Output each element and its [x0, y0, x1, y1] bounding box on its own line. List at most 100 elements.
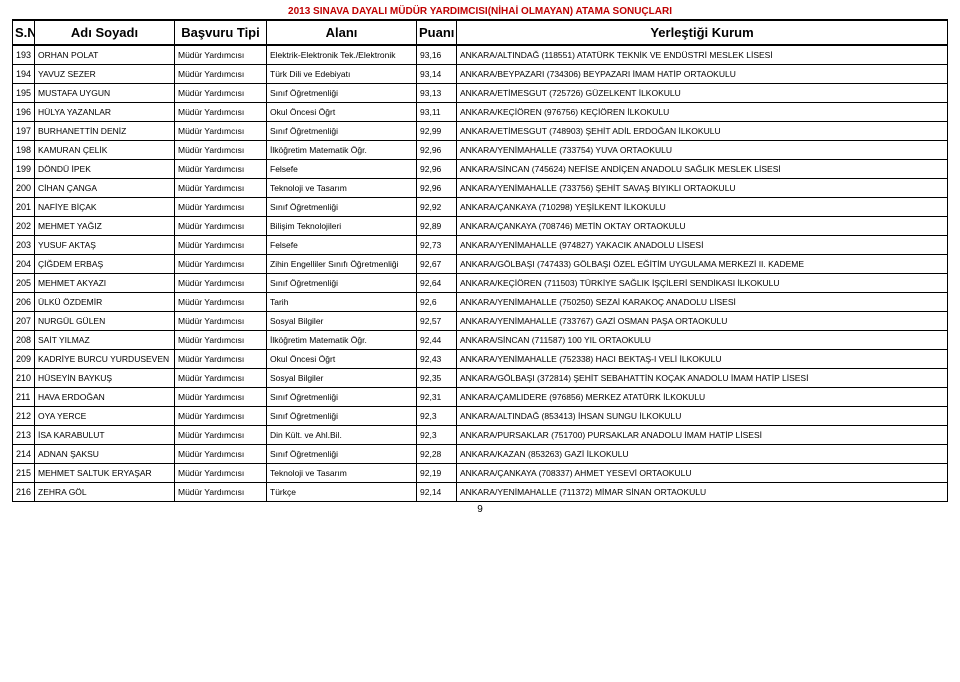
- cell-type: Müdür Yardımcısı: [175, 350, 267, 369]
- cell-place: ANKARA/GÖLBAŞI (372814) ŞEHİT SEBAHATTİN…: [457, 369, 948, 388]
- cell-type: Müdür Yardımcısı: [175, 141, 267, 160]
- cell-place: ANKARA/ETİMESGUT (748903) ŞEHİT ADİL ERD…: [457, 122, 948, 141]
- table-row: 204ÇİĞDEM ERBAŞMüdür YardımcısıZihin Eng…: [13, 255, 948, 274]
- cell-score: 92,35: [417, 369, 457, 388]
- cell-type: Müdür Yardımcısı: [175, 84, 267, 103]
- cell-name: HÜLYA YAZANLAR: [35, 103, 175, 122]
- table-row: 200CİHAN ÇANGAMüdür YardımcısıTeknoloji …: [13, 179, 948, 198]
- cell-sn: 216: [13, 483, 35, 502]
- cell-name: OYA YERCE: [35, 407, 175, 426]
- cell-sn: 193: [13, 45, 35, 65]
- cell-score: 92,89: [417, 217, 457, 236]
- cell-type: Müdür Yardımcısı: [175, 198, 267, 217]
- table-row: 216ZEHRA GÖLMüdür YardımcısıTürkçe92,14A…: [13, 483, 948, 502]
- cell-field: Felsefe: [267, 236, 417, 255]
- cell-name: YAVUZ SEZER: [35, 65, 175, 84]
- cell-score: 92,99: [417, 122, 457, 141]
- cell-score: 92,3: [417, 407, 457, 426]
- cell-score: 92,43: [417, 350, 457, 369]
- cell-score: 92,28: [417, 445, 457, 464]
- cell-place: ANKARA/ALTINDAĞ (853413) İHSAN SUNGU İLK…: [457, 407, 948, 426]
- page-container: 2013 SINAVA DAYALI MÜDÜR YARDIMCISI(NİHA…: [0, 0, 960, 682]
- cell-field: Felsefe: [267, 160, 417, 179]
- cell-field: İlköğretim Matematik Öğr.: [267, 331, 417, 350]
- cell-field: İlköğretim Matematik Öğr.: [267, 141, 417, 160]
- cell-type: Müdür Yardımcısı: [175, 464, 267, 483]
- header-name: Adı Soyadı: [35, 20, 175, 45]
- table-row: 212OYA YERCEMüdür YardımcısıSınıf Öğretm…: [13, 407, 948, 426]
- cell-name: NURGÜL GÜLEN: [35, 312, 175, 331]
- cell-score: 93,14: [417, 65, 457, 84]
- cell-sn: 214: [13, 445, 35, 464]
- cell-sn: 211: [13, 388, 35, 407]
- table-row: 198KAMURAN ÇELİKMüdür Yardımcısıİlköğret…: [13, 141, 948, 160]
- cell-place: ANKARA/ÇANKAYA (710298) YEŞİLKENT İLKOKU…: [457, 198, 948, 217]
- cell-sn: 210: [13, 369, 35, 388]
- cell-field: Türk Dili ve Edebiyatı: [267, 65, 417, 84]
- cell-type: Müdür Yardımcısı: [175, 293, 267, 312]
- cell-score: 92,3: [417, 426, 457, 445]
- cell-sn: 199: [13, 160, 35, 179]
- cell-name: MEHMET AKYAZI: [35, 274, 175, 293]
- header-field: Alanı: [267, 20, 417, 45]
- cell-name: ÇİĞDEM ERBAŞ: [35, 255, 175, 274]
- cell-field: Türkçe: [267, 483, 417, 502]
- page-number: 9: [12, 504, 948, 515]
- cell-name: ÜLKÜ ÖZDEMİR: [35, 293, 175, 312]
- table-row: 203YUSUF AKTAŞMüdür YardımcısıFelsefe92,…: [13, 236, 948, 255]
- cell-name: HAVA ERDOĞAN: [35, 388, 175, 407]
- cell-score: 92,44: [417, 331, 457, 350]
- table-row: 211HAVA ERDOĞANMüdür YardımcısıSınıf Öğr…: [13, 388, 948, 407]
- cell-place: ANKARA/YENİMAHALLE (752338) HACI BEKTAŞ-…: [457, 350, 948, 369]
- cell-place: ANKARA/SİNCAN (711587) 100 YIL ORTAOKULU: [457, 331, 948, 350]
- table-row: 207NURGÜL GÜLENMüdür YardımcısıSosyal Bi…: [13, 312, 948, 331]
- cell-score: 92,6: [417, 293, 457, 312]
- header-sn: S.N: [13, 20, 35, 45]
- table-row: 193ORHAN POLATMüdür YardımcısıElektrik-E…: [13, 45, 948, 65]
- cell-name: SAİT YILMAZ: [35, 331, 175, 350]
- cell-sn: 202: [13, 217, 35, 236]
- cell-type: Müdür Yardımcısı: [175, 483, 267, 502]
- cell-place: ANKARA/ÇAMLIDERE (976856) MERKEZ ATATÜRK…: [457, 388, 948, 407]
- cell-field: Teknoloji ve Tasarım: [267, 179, 417, 198]
- cell-name: CİHAN ÇANGA: [35, 179, 175, 198]
- cell-score: 92,96: [417, 160, 457, 179]
- cell-sn: 208: [13, 331, 35, 350]
- cell-field: Din Kült. ve Ahl.Bil.: [267, 426, 417, 445]
- table-row: 209KADRİYE BURCU YURDUSEVENMüdür Yardımc…: [13, 350, 948, 369]
- cell-score: 92,57: [417, 312, 457, 331]
- cell-score: 92,96: [417, 179, 457, 198]
- cell-name: MEHMET SALTUK ERYAŞAR: [35, 464, 175, 483]
- cell-sn: 215: [13, 464, 35, 483]
- cell-field: Sınıf Öğretmenliği: [267, 445, 417, 464]
- cell-type: Müdür Yardımcısı: [175, 426, 267, 445]
- cell-score: 92,96: [417, 141, 457, 160]
- cell-field: Okul Öncesi Öğrt: [267, 103, 417, 122]
- cell-sn: 207: [13, 312, 35, 331]
- cell-place: ANKARA/YENİMAHALLE (750250) SEZAİ KARAKO…: [457, 293, 948, 312]
- cell-type: Müdür Yardımcısı: [175, 369, 267, 388]
- cell-name: YUSUF AKTAŞ: [35, 236, 175, 255]
- cell-field: Elektrik-Elektronik Tek./Elektronik: [267, 45, 417, 65]
- cell-place: ANKARA/YENİMAHALLE (733756) ŞEHİT SAVAŞ …: [457, 179, 948, 198]
- table-row: 195MUSTAFA UYGUNMüdür YardımcısıSınıf Öğ…: [13, 84, 948, 103]
- cell-type: Müdür Yardımcısı: [175, 45, 267, 65]
- cell-sn: 196: [13, 103, 35, 122]
- cell-type: Müdür Yardımcısı: [175, 407, 267, 426]
- cell-type: Müdür Yardımcısı: [175, 331, 267, 350]
- header-place: Yerleştiği Kurum: [457, 20, 948, 45]
- cell-field: Okul Öncesi Öğrt: [267, 350, 417, 369]
- table-header-row: S.N Adı Soyadı Başvuru Tipi Alanı Puanı …: [13, 20, 948, 45]
- cell-place: ANKARA/ETİMESGUT (725726) GÜZELKENT İLKO…: [457, 84, 948, 103]
- cell-name: DÖNDÜ İPEK: [35, 160, 175, 179]
- cell-score: 92,14: [417, 483, 457, 502]
- cell-type: Müdür Yardımcısı: [175, 445, 267, 464]
- cell-type: Müdür Yardımcısı: [175, 65, 267, 84]
- cell-place: ANKARA/ÇANKAYA (708746) METİN OKTAY ORTA…: [457, 217, 948, 236]
- cell-name: KAMURAN ÇELİK: [35, 141, 175, 160]
- cell-sn: 205: [13, 274, 35, 293]
- table-row: 210HÜSEYİN BAYKUŞMüdür YardımcısıSosyal …: [13, 369, 948, 388]
- cell-place: ANKARA/ÇANKAYA (708337) AHMET YESEVİ ORT…: [457, 464, 948, 483]
- cell-field: Sınıf Öğretmenliği: [267, 407, 417, 426]
- table-row: 215MEHMET SALTUK ERYAŞARMüdür Yardımcısı…: [13, 464, 948, 483]
